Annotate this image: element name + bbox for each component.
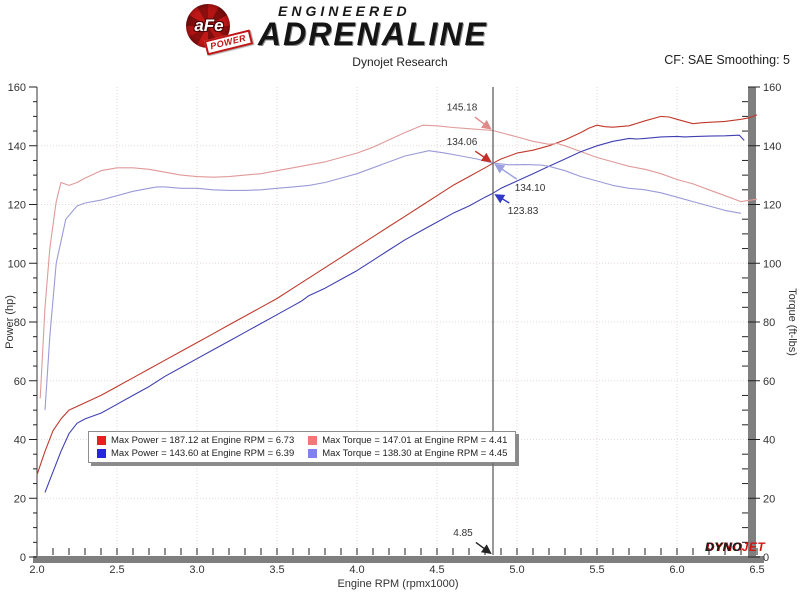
legend-box[interactable]: Max Power = 187.12 at Engine RPM = 6.73 M… bbox=[88, 431, 517, 463]
x-axis-title: Engine RPM (rpmx1000) bbox=[337, 578, 458, 590]
brand-line-adrenaline: ADRENALINE bbox=[258, 16, 488, 52]
y-tick-label-right: 120 bbox=[763, 200, 781, 212]
dynojet-logo-jet: JET bbox=[741, 540, 766, 554]
y-tick-label-left: 40 bbox=[14, 435, 26, 447]
annotation-label: 145.18 bbox=[447, 103, 478, 114]
series-line-2 bbox=[44, 134, 745, 493]
legend-swatch bbox=[308, 449, 318, 458]
legend-item: Max Torque = 138.30 at Engine RPM = 4.45 bbox=[308, 448, 507, 459]
y-axis-title-left: Power (hp) bbox=[4, 295, 16, 349]
brand-line-engineered: ENGINEERED bbox=[278, 3, 411, 19]
y-tick-label-left: 100 bbox=[8, 258, 26, 270]
x-tick-label: 5.0 bbox=[509, 564, 524, 576]
legend-label: Max Torque = 138.30 at Engine RPM = 4.45 bbox=[322, 448, 508, 459]
y-tick-label-left: 160 bbox=[8, 82, 26, 94]
legend-item: Max Power = 187.12 at Engine RPM = 6.73 bbox=[97, 435, 294, 446]
x-tick-label: 2.5 bbox=[109, 564, 124, 576]
annotation-arrow bbox=[474, 116, 492, 130]
y-tick-label-right: 0 bbox=[763, 552, 769, 564]
legend-grid: Max Power = 187.12 at Engine RPM = 6.73 M… bbox=[97, 435, 507, 459]
y-tick-label-left: 20 bbox=[14, 493, 26, 505]
y-tick-label-left: 80 bbox=[14, 317, 26, 329]
y-tick-label-right: 60 bbox=[763, 376, 775, 388]
afe-engineered-adrenaline-logo: aFe POWER ENGINEERED ADRENALINE bbox=[186, 3, 488, 56]
brand-wordmark: ENGINEERED ADRENALINE bbox=[258, 3, 488, 52]
afe-power-badge: aFe POWER bbox=[186, 4, 254, 56]
series-line-0 bbox=[36, 114, 758, 475]
chart-subtitle: Dynojet Research bbox=[352, 55, 448, 69]
annotation-arrow bbox=[474, 150, 492, 163]
legend-swatch bbox=[308, 436, 318, 445]
x-tick-label: 6.5 bbox=[749, 564, 764, 576]
series-line-1 bbox=[39, 124, 758, 399]
annotation-arrow bbox=[494, 194, 510, 204]
y-tick-label-right: 40 bbox=[763, 435, 775, 447]
afe-badge-text: aFe bbox=[194, 16, 224, 35]
right-axis-bar bbox=[748, 87, 756, 563]
y-axis-title-right: Torque (ft-lbs) bbox=[786, 288, 798, 356]
x-tick-label: 2.0 bbox=[29, 564, 44, 576]
y-tick-label-right: 80 bbox=[763, 317, 775, 329]
legend-label: Max Power = 143.60 at Engine RPM = 6.39 bbox=[111, 448, 295, 459]
y-tick-label-right: 100 bbox=[763, 258, 781, 270]
legend-swatch bbox=[97, 449, 106, 458]
annotation-label: 134.10 bbox=[515, 183, 546, 194]
annotation-label: 134.06 bbox=[447, 137, 478, 148]
annotation-label: 123.83 bbox=[508, 206, 539, 217]
x-tick-label: 3.0 bbox=[189, 564, 204, 576]
annotation-label: 4.85 bbox=[453, 528, 473, 539]
x-tick-label: 4.0 bbox=[349, 564, 364, 576]
dynojet-logo: DYNOJET bbox=[705, 540, 765, 554]
x-tick-label: 6.0 bbox=[669, 564, 684, 576]
x-tick-label: 3.5 bbox=[269, 564, 284, 576]
x-tick-label: 4.5 bbox=[429, 564, 444, 576]
y-tick-label-right: 20 bbox=[763, 493, 775, 505]
annotation-arrow bbox=[475, 541, 492, 555]
legend-label: Max Power = 187.12 at Engine RPM = 6.73 bbox=[111, 435, 295, 446]
legend-item: Max Torque = 147.01 at Engine RPM = 4.41 bbox=[308, 435, 507, 446]
legend-label: Max Torque = 147.01 at Engine RPM = 4.41 bbox=[322, 435, 508, 446]
y-tick-label-left: 140 bbox=[8, 141, 26, 153]
y-tick-label-left: 120 bbox=[8, 200, 26, 212]
y-tick-label-right: 140 bbox=[763, 141, 781, 153]
dynojet-logo-dyno: DYNO bbox=[705, 540, 742, 554]
legend-item: Max Power = 143.60 at Engine RPM = 6.39 bbox=[97, 448, 294, 459]
correction-smoothing-info: CF: SAE Smoothing: 5 bbox=[664, 53, 790, 67]
y-tick-label-left: 0 bbox=[20, 552, 26, 564]
x-tick-label: 5.5 bbox=[589, 564, 604, 576]
annotation-arrow bbox=[494, 163, 518, 180]
y-tick-label-left: 60 bbox=[14, 376, 26, 388]
x-axis-bar bbox=[33, 556, 764, 563]
series-line-3 bbox=[44, 150, 742, 411]
legend-swatch bbox=[97, 436, 106, 445]
y-tick-label-right: 160 bbox=[763, 82, 781, 94]
